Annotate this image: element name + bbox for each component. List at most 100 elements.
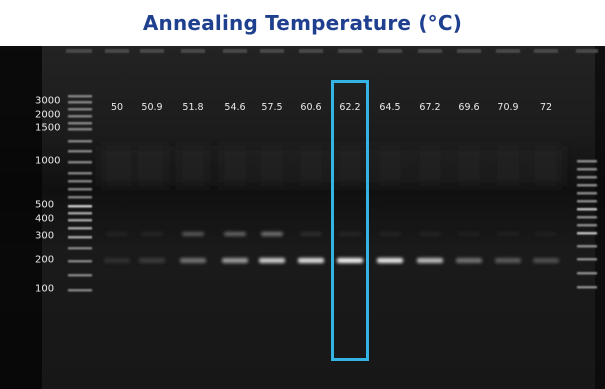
ladder-label: 100 [35, 283, 55, 295]
lane-haze [136, 146, 168, 186]
ladder-band [68, 236, 92, 239]
highlight-box [331, 80, 369, 361]
well [576, 49, 598, 53]
band-200bp [456, 258, 482, 263]
ladder-band [68, 122, 92, 125]
lane-haze [492, 146, 524, 186]
band-200bp [495, 258, 521, 263]
ladder-band [68, 95, 92, 98]
band-300bp [106, 232, 128, 236]
ladder-label: 300 [35, 230, 55, 242]
ladder-band [577, 208, 597, 211]
ladder-band [68, 260, 92, 263]
band-200bp [417, 258, 443, 263]
band-200bp [139, 258, 165, 263]
band-200bp [298, 258, 324, 263]
well [338, 49, 362, 53]
lane-temp-label: 67.2 [419, 102, 441, 113]
ladder-band [577, 184, 597, 187]
lane-haze [414, 146, 446, 186]
band-300bp [379, 232, 401, 236]
lane-haze [101, 146, 133, 186]
ladder-label: 500 [35, 199, 55, 211]
band-300bp [261, 232, 283, 236]
ladder-label: 2000 [35, 109, 61, 121]
band-300bp [141, 232, 163, 236]
band-300bp [339, 232, 361, 236]
band-200bp [104, 258, 130, 263]
well [181, 49, 205, 53]
band-300bp [224, 232, 246, 236]
band-200bp [259, 258, 285, 263]
ladder-label: 1000 [35, 155, 61, 167]
ladder-band [68, 212, 92, 215]
band-300bp [458, 232, 480, 236]
well [299, 49, 323, 53]
ladder-band [68, 219, 92, 222]
ladder-band [577, 160, 597, 163]
band-200bp [377, 258, 403, 263]
ladder-band [68, 180, 92, 183]
well [66, 49, 92, 53]
band-300bp [535, 232, 557, 236]
gel-svg [0, 46, 605, 389]
ladder-band [68, 101, 92, 104]
ladder-label: 1500 [35, 122, 61, 134]
ladder-band [68, 227, 92, 230]
well [260, 49, 284, 53]
ladder-band [68, 128, 92, 131]
ladder-band [68, 140, 92, 143]
well [418, 49, 442, 53]
ladder-band [68, 188, 92, 191]
band-200bp [337, 258, 363, 263]
lane-haze [295, 146, 327, 186]
ladder-band [68, 161, 92, 164]
well [223, 49, 247, 53]
ladder-band [577, 168, 597, 171]
ladder-band [577, 216, 597, 219]
lane-temp-label: 54.6 [224, 102, 246, 113]
well [457, 49, 481, 53]
ladder-band [577, 224, 597, 227]
lane-haze [256, 146, 288, 186]
lane-temp-label: 50.9 [141, 102, 163, 113]
lane-temp-label: 69.6 [458, 102, 480, 113]
lane-temp-label: 51.8 [182, 102, 204, 113]
ladder-band [68, 247, 92, 250]
ladder-band [577, 286, 597, 289]
lane-haze [453, 146, 485, 186]
ladder-band [68, 274, 92, 277]
well [378, 49, 402, 53]
ladder-band [68, 289, 92, 292]
ladder-band [577, 272, 597, 275]
ladder-label: 400 [35, 213, 55, 225]
lane-haze [177, 146, 209, 186]
lane-haze [530, 146, 562, 186]
lane-temp-label: 70.9 [497, 102, 519, 113]
band-300bp [497, 232, 519, 236]
ladder-band [68, 172, 92, 175]
lane-temp-label: 60.6 [300, 102, 322, 113]
well [496, 49, 520, 53]
lane-temp-label: 72 [539, 102, 553, 113]
band-200bp [222, 258, 248, 263]
lane-temp-label: 50 [110, 102, 124, 113]
lane-haze [219, 146, 251, 186]
ladder-band [577, 192, 597, 195]
ladder-band [577, 258, 597, 261]
band-200bp [533, 258, 559, 263]
chart-title: Annealing Temperature (°C) [142, 11, 463, 35]
well [140, 49, 164, 53]
band-300bp [419, 232, 441, 236]
lane-temp-label: 62.2 [339, 102, 361, 113]
ladder-band [68, 150, 92, 153]
lane-temp-label: 57.5 [261, 102, 283, 113]
band-200bp [180, 258, 206, 263]
band-300bp [300, 232, 322, 236]
ladder-band [68, 205, 92, 208]
well [105, 49, 129, 53]
ladder-label: 3000 [35, 95, 61, 107]
lane-haze [334, 146, 366, 186]
ladder-band [577, 176, 597, 179]
ladder-band [68, 115, 92, 118]
